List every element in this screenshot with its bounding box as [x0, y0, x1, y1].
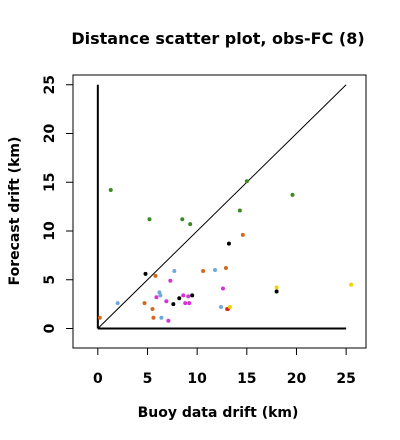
data-point	[227, 305, 232, 310]
y-axis: 0 5 10 15 20 25	[42, 75, 73, 333]
data-point	[218, 305, 223, 310]
data-point	[158, 293, 163, 298]
data-point	[97, 315, 102, 320]
x-tick-label: 20	[287, 371, 307, 387]
data-point	[142, 301, 147, 306]
data-point	[180, 217, 185, 222]
data-point	[186, 294, 191, 299]
data-point	[244, 179, 249, 184]
data-point	[168, 278, 173, 283]
data-point	[213, 268, 218, 272]
y-tick-label: 10	[42, 221, 58, 241]
data-point	[290, 192, 295, 197]
data-point	[188, 222, 193, 227]
data-point	[201, 268, 206, 273]
x-tick-label: 0	[93, 371, 103, 387]
chart-title: Distance scatter plot, obs-FC (8)	[71, 29, 364, 48]
y-axis-label: Forecast drift (km)	[7, 137, 23, 286]
x-tick-label: 10	[187, 371, 207, 387]
data-point	[164, 299, 169, 304]
data-points	[97, 179, 354, 323]
data-point	[154, 295, 159, 300]
data-point	[274, 289, 279, 294]
data-point	[274, 285, 279, 290]
data-point	[151, 315, 156, 320]
data-point	[115, 301, 120, 306]
data-point	[159, 315, 164, 320]
x-tick-label: 15	[237, 371, 256, 387]
data-point	[177, 296, 182, 301]
data-point	[166, 318, 171, 323]
data-point	[223, 266, 228, 271]
plot-frame	[72, 74, 367, 349]
y-tick-label: 15	[42, 173, 58, 192]
data-point	[172, 268, 177, 273]
x-tick-label: 5	[143, 371, 153, 387]
data-point	[171, 302, 176, 307]
data-point	[143, 271, 148, 276]
x-axis-label: Buoy data drift (km)	[138, 405, 299, 421]
data-point	[181, 293, 186, 298]
data-point	[108, 188, 113, 193]
data-point	[150, 307, 155, 311]
x-axis: 0 5 10 15 20 25	[93, 348, 356, 387]
data-point	[240, 232, 245, 237]
data-point	[220, 286, 225, 291]
data-point	[153, 273, 158, 278]
data-point	[147, 217, 152, 222]
y-tick-label: 5	[42, 275, 58, 285]
reference-lines	[96, 84, 347, 330]
data-point	[183, 301, 188, 306]
data-point	[226, 241, 231, 246]
x-tick-label: 25	[336, 371, 355, 387]
data-point	[237, 208, 242, 213]
y-tick-label: 0	[42, 323, 58, 333]
data-point	[349, 282, 354, 287]
y-tick-label: 20	[42, 124, 58, 144]
data-point	[190, 293, 195, 298]
identity-line	[97, 84, 347, 329]
y-tick-label: 25	[42, 75, 58, 94]
data-point	[187, 301, 192, 306]
